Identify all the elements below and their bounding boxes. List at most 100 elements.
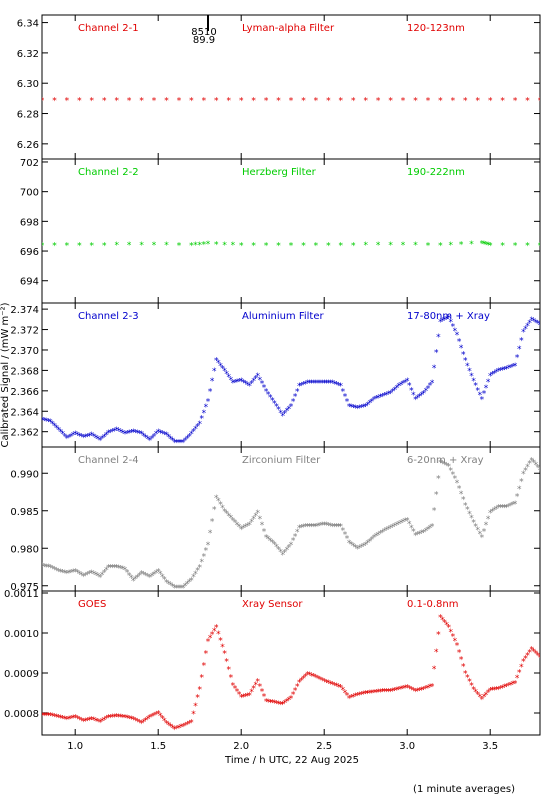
data-point: * [65, 242, 70, 252]
data-point: * [525, 242, 530, 252]
data-point: * [266, 698, 271, 708]
data-point: * [256, 509, 261, 519]
data-point: * [249, 518, 254, 528]
data-point: * [467, 510, 472, 520]
data-point: * [312, 379, 317, 389]
panel-channel-label: Channel 2-4 [78, 455, 139, 466]
data-point: * [229, 514, 234, 524]
data-point: * [61, 715, 66, 725]
data-point: * [376, 531, 381, 541]
data-point: * [52, 713, 57, 723]
data-point: * [40, 416, 45, 426]
data-point: * [133, 429, 138, 439]
data-point: * [92, 570, 97, 580]
data-point: * [96, 718, 101, 728]
data-point: * [137, 571, 142, 581]
data-point: * [71, 431, 76, 441]
data-point: * [85, 717, 90, 727]
data-point: * [227, 666, 232, 676]
data-point: * [314, 522, 319, 532]
data-point: * [179, 584, 184, 594]
data-point: * [455, 331, 460, 341]
data-point: * [343, 392, 348, 402]
data-point: * [345, 535, 350, 545]
data-point: * [270, 699, 275, 709]
data-point: * [320, 379, 325, 389]
data-point: * [449, 318, 454, 328]
data-point: * [114, 713, 119, 723]
data-point: * [376, 96, 381, 106]
data-point: * [50, 420, 55, 430]
data-point: * [496, 367, 501, 377]
data-point: * [440, 317, 445, 327]
data-point: * [200, 558, 205, 568]
data-point: * [162, 717, 167, 727]
data-point: * [289, 242, 294, 252]
data-point: * [527, 649, 532, 659]
data-point: * [505, 504, 510, 514]
data-point: * [220, 504, 225, 514]
data-point: * [384, 688, 389, 698]
data-point: * [181, 722, 186, 732]
data-point: * [388, 524, 393, 534]
data-point: * [351, 542, 356, 552]
data-point: * [449, 466, 454, 476]
data-point: * [363, 96, 368, 106]
data-point: * [463, 96, 468, 106]
data-point: * [297, 524, 302, 534]
data-point: * [488, 509, 493, 519]
data-point: * [206, 638, 211, 648]
data-point: * [351, 241, 356, 251]
data-point: * [461, 496, 466, 506]
data-point: * [318, 522, 323, 532]
data-point: * [430, 522, 435, 532]
data-point: * [432, 665, 437, 675]
data-point: * [208, 529, 213, 539]
data-point: * [426, 241, 431, 251]
data-point: * [224, 370, 229, 380]
data-point: * [67, 569, 72, 579]
data-point: * [332, 522, 337, 532]
data-point: * [63, 432, 68, 442]
data-point: * [529, 316, 534, 326]
data-point: * [131, 428, 136, 438]
chart-panels: 6.26 6.28 6.30 6.32 6.34 Channel 2-1 Lyman-alp… [4, 14, 541, 736]
data-point: * [459, 490, 464, 500]
data-point: * [73, 714, 78, 724]
data-point: * [507, 364, 512, 374]
data-point: * [314, 379, 319, 389]
panel-band-label: 190-222nm [407, 167, 465, 178]
data-point: * [264, 698, 269, 708]
data-point: * [200, 414, 205, 424]
data-point: * [175, 438, 180, 448]
data-point: * [366, 539, 371, 549]
data-point: * [177, 438, 182, 448]
data-point: * [339, 522, 344, 532]
data-point: * [175, 584, 180, 594]
data-point: * [438, 242, 443, 252]
data-point: * [388, 96, 393, 106]
data-point: * [129, 574, 134, 584]
data-point: * [424, 527, 429, 537]
data-point: * [256, 372, 261, 382]
data-point: * [370, 397, 375, 407]
data-point: * [67, 715, 72, 725]
data-point: * [430, 379, 435, 389]
data-point: * [357, 404, 362, 414]
data-point: * [220, 643, 225, 653]
series-goes: ****************************************… [42, 614, 540, 736]
data-point: * [181, 584, 186, 594]
data-point: * [428, 683, 433, 693]
data-point: * [280, 701, 285, 711]
data-point: * [100, 435, 105, 445]
data-point: * [127, 429, 132, 439]
data-point: * [534, 461, 539, 471]
data-point: * [129, 429, 134, 439]
data-point: * [436, 631, 441, 641]
data-point: * [90, 242, 95, 252]
data-point: * [390, 523, 395, 533]
data-point: * [98, 718, 103, 728]
y-tick-label: 0.0010 [4, 629, 39, 640]
data-point: * [249, 380, 254, 390]
data-point: * [432, 506, 437, 516]
